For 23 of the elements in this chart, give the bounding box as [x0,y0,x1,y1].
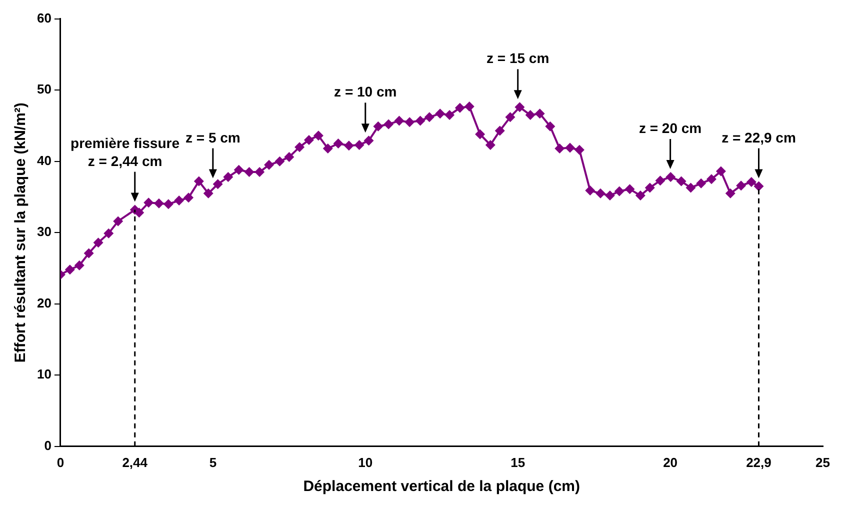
annotation: z = 5 cm [185,129,240,146]
x-tick-label: 22,9 [746,454,772,470]
x-tick-label: 0 [56,454,64,470]
y-axis-title: Effort résultant sur la plaque (kN/m²) [12,102,30,363]
annotation: z = 15 cm [486,50,550,66]
annotation: z = 10 cm [334,84,397,100]
y-tick-label: 60 [36,10,52,26]
y-tick-label: 40 [36,152,52,168]
x-tick-label: 15 [510,454,526,470]
x-tick-label: 25 [816,454,830,470]
y-tick-label: 10 [36,366,52,382]
x-tick-label: 10 [358,454,373,470]
y-tick-label: 50 [36,82,52,97]
annotation: z = 22,9 cm [722,129,796,146]
x-axis-title: Déplacement vertical de la plaque (cm) [303,478,580,496]
y-tick-label: 30 [36,224,52,240]
x-tick-label: 20 [663,454,678,470]
x-tick-label: 2,44 [122,454,148,470]
y-tick-label: 20 [36,295,52,310]
y-tick-label: 0 [44,438,52,453]
annotation: première fissure z = 2,44 cm [70,134,180,169]
annotation: z = 20 cm [638,120,702,136]
x-tick-label: 5 [209,454,217,470]
